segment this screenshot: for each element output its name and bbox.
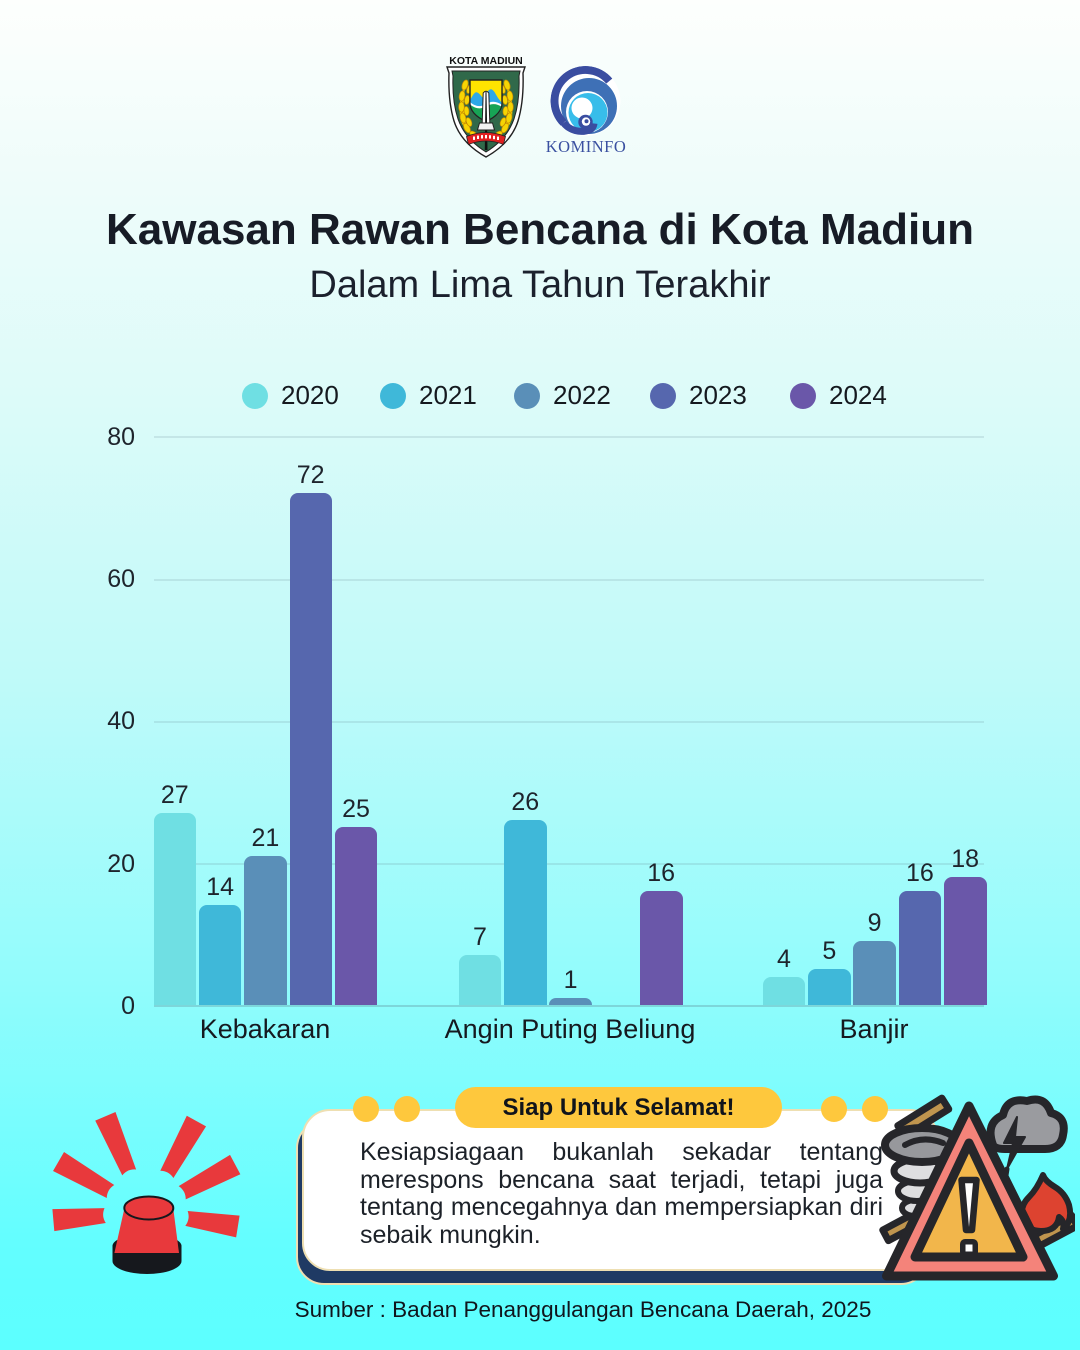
svg-text:KOTA MADIUN: KOTA MADIUN: [449, 55, 523, 67]
svg-text:KOMINFO: KOMINFO: [546, 137, 626, 156]
